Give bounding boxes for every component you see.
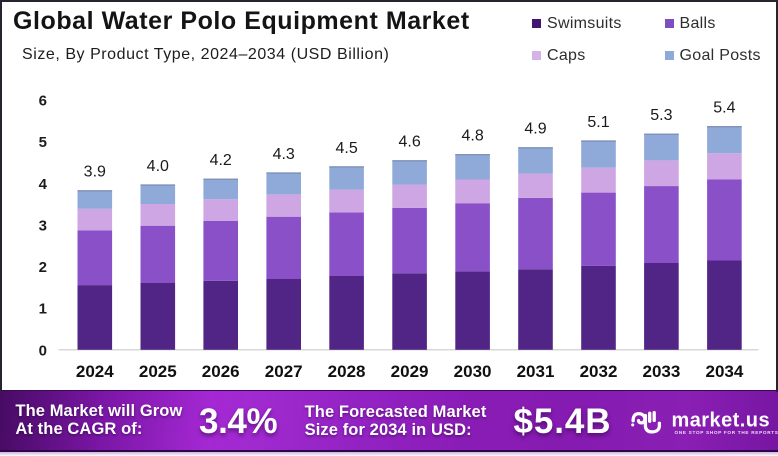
svg-text:5.4: 5.4 — [713, 100, 735, 117]
svg-text:3: 3 — [39, 217, 47, 234]
svg-text:5.1: 5.1 — [587, 114, 609, 131]
svg-text:4.9: 4.9 — [524, 121, 546, 138]
svg-text:2027: 2027 — [265, 362, 303, 381]
svg-text:5: 5 — [39, 134, 47, 151]
svg-text:4.3: 4.3 — [273, 146, 295, 163]
svg-text:2033: 2033 — [642, 362, 680, 381]
svg-text:2031: 2031 — [517, 362, 555, 381]
svg-text:2024: 2024 — [76, 362, 114, 381]
svg-text:3.9: 3.9 — [84, 164, 106, 181]
svg-text:2030: 2030 — [454, 362, 492, 381]
svg-text:ONE STOP SHOP FOR THE REPORTS: ONE STOP SHOP FOR THE REPORTS — [675, 430, 778, 435]
svg-text:market.us: market.us — [672, 410, 771, 432]
svg-text:4.6: 4.6 — [398, 134, 420, 151]
svg-text:1: 1 — [39, 301, 47, 318]
svg-text:0: 0 — [39, 342, 47, 359]
svg-text:2034: 2034 — [705, 362, 743, 381]
svg-text:2: 2 — [39, 259, 47, 276]
svg-text:2032: 2032 — [580, 362, 618, 381]
svg-text:4.8: 4.8 — [461, 128, 483, 145]
svg-text:2029: 2029 — [391, 362, 429, 381]
svg-text:2026: 2026 — [202, 362, 240, 381]
svg-text:5.3: 5.3 — [650, 107, 672, 124]
svg-text:4.5: 4.5 — [335, 140, 357, 157]
svg-text:4: 4 — [39, 176, 48, 193]
svg-text:6: 6 — [39, 93, 47, 110]
svg-text:4.2: 4.2 — [210, 152, 232, 169]
svg-text:2028: 2028 — [328, 362, 366, 381]
svg-text:4.0: 4.0 — [147, 158, 169, 175]
svg-text:2025: 2025 — [139, 362, 177, 381]
